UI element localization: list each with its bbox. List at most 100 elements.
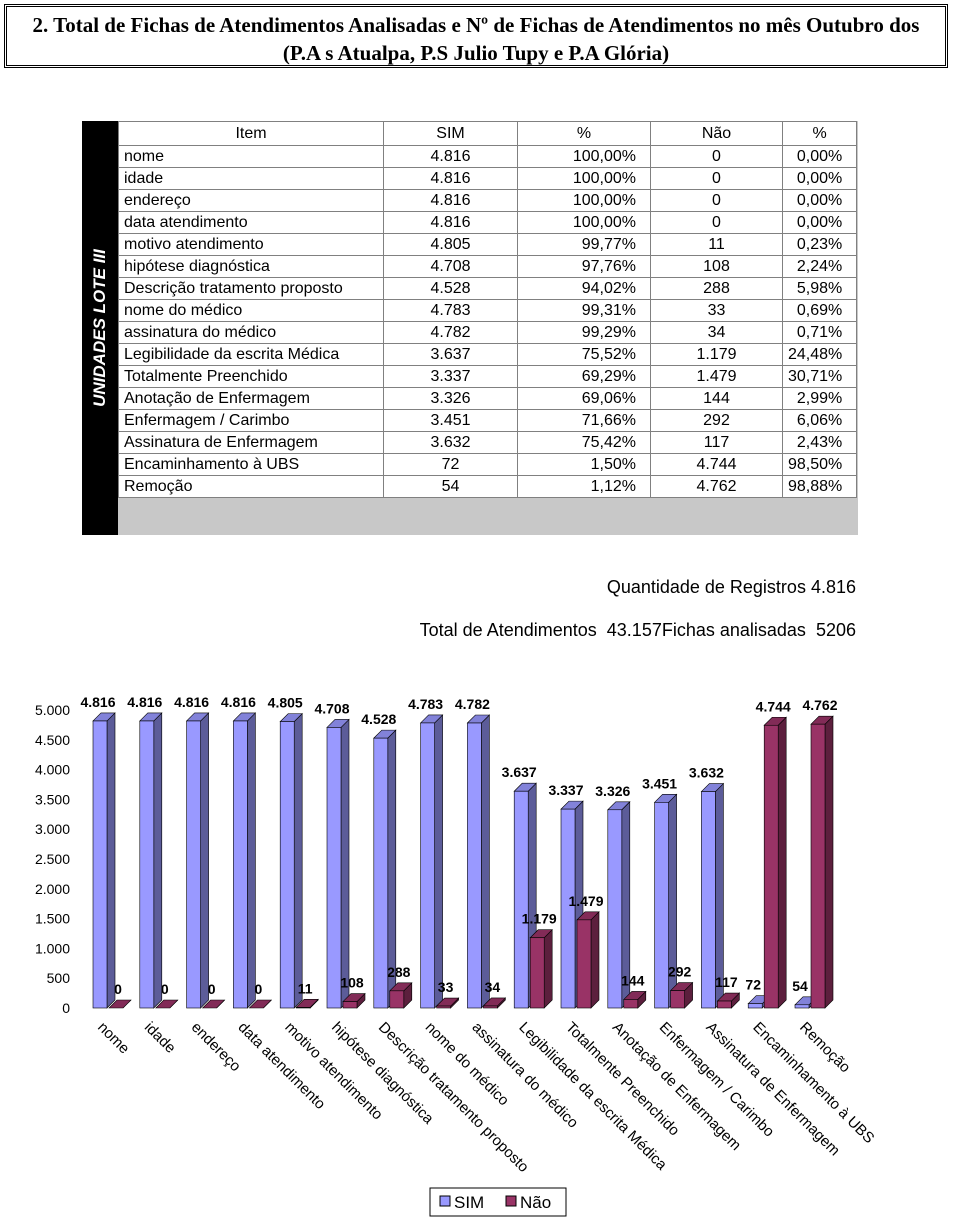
cell: 3.451 — [383, 409, 518, 432]
bar — [701, 791, 716, 1009]
cell: 4.805 — [383, 233, 518, 256]
x-tick-label: endereço — [188, 1019, 244, 1075]
data-label: 0 — [114, 981, 122, 997]
cell: 4.782 — [383, 321, 518, 344]
cell: 97,76% — [517, 255, 651, 278]
row: Legibilidade da escrita Médica 3.637 75,52… — [118, 343, 858, 366]
row: Assinatura de Enfermagem 3.632 75,42% 117 2,… — [118, 431, 858, 454]
data-label: 144 — [621, 972, 645, 988]
cell: 24,48% — [781, 343, 858, 366]
y-tick-label: 0 — [62, 1000, 70, 1016]
row: Anotação de Enfermagem 3.326 69,06% 144 2,99… — [118, 387, 858, 410]
cell: 0 — [650, 189, 783, 212]
data-label: 108 — [340, 975, 364, 991]
bar-side — [434, 714, 443, 1009]
bar — [513, 790, 529, 1009]
side-label: UNIDADES LOTE III — [90, 249, 109, 407]
chart: 0 500 1.000 1.500 2.000 2.500 3.000 3.500 4.000 4… — [35, 694, 878, 1217]
cell: 98,88% — [781, 475, 858, 498]
cell: 99,77% — [517, 233, 651, 256]
cell: 1.179 — [650, 343, 783, 366]
cell: Legibilidade da escrita Médica — [118, 343, 384, 366]
legend-box — [429, 1187, 567, 1217]
cell: 72 — [383, 453, 518, 476]
row: Enfermagem / Carimbo 3.451 71,66% 292 6,06% — [118, 409, 858, 432]
bar-top — [248, 999, 273, 1009]
row: Totalmente Preenchido 3.337 69,29% 1.479 30,… — [118, 365, 858, 388]
header-cell: Item — [118, 121, 384, 146]
data-label: 4.816 — [221, 694, 256, 710]
legend-swatch — [505, 1195, 517, 1207]
y-tick-label: 1.000 — [35, 940, 70, 956]
bar — [389, 990, 405, 1009]
data-label: 0 — [255, 981, 263, 997]
row: motivo atendimento 4.805 99,77% 11 0,23% — [118, 233, 858, 256]
cell: 0,00% — [781, 145, 858, 168]
data-label: 4.762 — [802, 697, 837, 713]
cell: 1.479 — [650, 365, 783, 388]
cell: hipótese diagnóstica — [118, 255, 384, 278]
bar-side — [247, 712, 256, 1009]
cell: Assinatura de Enfermagem — [118, 431, 384, 454]
title: 2. Total de Fichas de Atendimentos Anali… — [4, 4, 948, 68]
row: assinatura do médico 4.782 99,29% 34 0,71% — [118, 321, 858, 344]
cell: 2,24% — [781, 255, 858, 278]
value: 43.157 — [606, 620, 662, 640]
cell: 99,31% — [517, 299, 651, 322]
legend-label: Não — [520, 1193, 551, 1212]
cell: 144 — [650, 387, 783, 410]
row: data atendimento 4.816 100,00% 0 0,00% — [118, 211, 858, 234]
data-label: 4.816 — [80, 694, 115, 710]
cell: 0,69% — [781, 299, 858, 322]
label: Total de Atendimentos — [419, 620, 597, 640]
cell: 0,71% — [781, 321, 858, 344]
cell: 0,00% — [781, 167, 858, 190]
cell: 2,43% — [781, 431, 858, 454]
bar — [794, 1004, 810, 1009]
cell: 0 — [650, 167, 783, 190]
data-label: 1.179 — [522, 911, 557, 927]
header-cell: % — [517, 121, 651, 146]
data-label: 4.805 — [268, 695, 303, 711]
bar-top — [108, 999, 132, 1009]
bar — [529, 937, 545, 1009]
legend-swatch — [439, 1195, 451, 1207]
bar — [670, 990, 685, 1009]
header-cell: SIM — [383, 121, 518, 146]
data-label: 4.782 — [455, 696, 490, 712]
cell: 0 — [650, 211, 783, 234]
cell: 6,06% — [781, 409, 858, 432]
data-label: 3.451 — [642, 775, 677, 791]
cell: 0 — [650, 145, 783, 168]
bar — [576, 919, 592, 1009]
legend-label: SIM — [454, 1193, 484, 1212]
row: hipótese diagnóstica 4.708 97,76% 108 2,24% — [118, 255, 858, 278]
cell: 117 — [650, 431, 783, 454]
data-label: 11 — [298, 980, 313, 996]
value: 4.816 — [810, 577, 856, 597]
bar — [373, 737, 389, 1009]
x-tick-label: data atendimento — [235, 1019, 329, 1113]
bar — [186, 720, 201, 1009]
summary-line: Total de Atendimentos 43.157Fichas anali… — [420, 609, 856, 652]
bar — [467, 722, 482, 1009]
cell: 4.816 — [383, 211, 518, 234]
cell: Enfermagem / Carimbo — [118, 409, 384, 432]
y-tick-label: 4.500 — [35, 732, 70, 748]
cell: 108 — [650, 255, 783, 278]
data-label: 34 — [485, 979, 501, 995]
cell: 69,29% — [517, 365, 651, 388]
data-label: 72 — [745, 977, 761, 993]
data-label: 117 — [715, 974, 738, 990]
y-tick-label: 2.500 — [35, 851, 70, 867]
cell: endereço — [118, 189, 384, 212]
data-label: 0 — [161, 981, 169, 997]
bar — [326, 727, 342, 1009]
label: Fichas analisadas — [661, 620, 806, 640]
cell: 100,00% — [517, 145, 651, 168]
bar — [623, 999, 639, 1009]
bar — [342, 1001, 358, 1009]
bar — [763, 724, 779, 1009]
row: nome do médico 4.783 99,31% 33 0,69% — [118, 299, 858, 322]
bar-side — [590, 911, 600, 1009]
